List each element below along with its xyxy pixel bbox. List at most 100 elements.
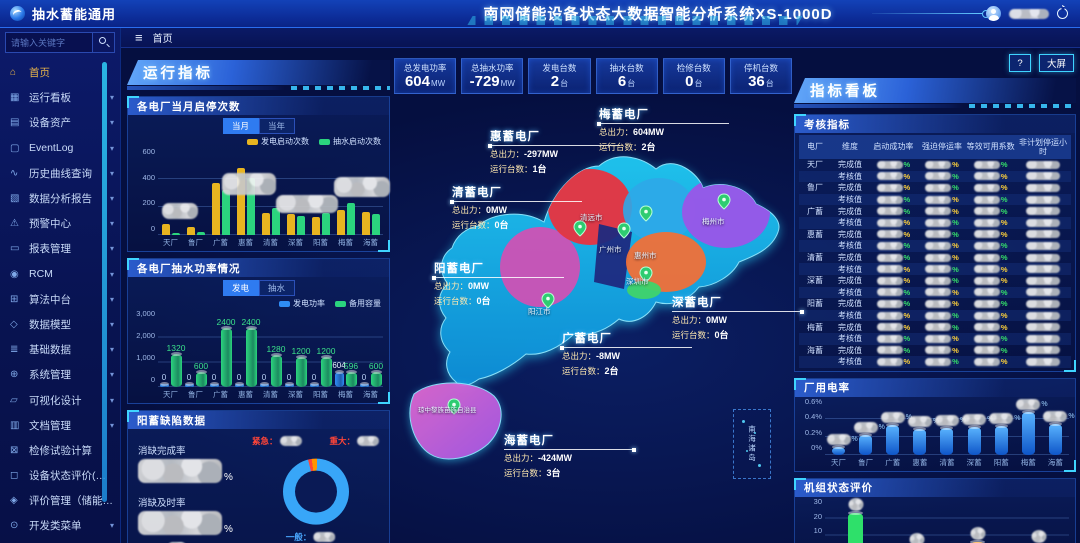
sidebar-item-eventlog[interactable]: ▢ EventLog ▾ [0, 136, 120, 161]
bar-value-redacted [1016, 399, 1041, 411]
category-广蓄 [208, 151, 233, 235]
bar-发电功率: 604 [332, 362, 346, 387]
redacted-value [973, 160, 1000, 169]
redacted-value [876, 311, 903, 320]
callout-dot [560, 345, 564, 350]
sidebar-item-home[interactable]: ⌂ 首页 [0, 60, 120, 85]
chart-tab-抽水[interactable]: 抽水 [258, 280, 295, 296]
kpi-value-redacted [1015, 207, 1071, 216]
bar-value: 604 [332, 361, 346, 371]
kpi-value-redacted [1015, 241, 1071, 250]
legend-item[interactable]: 发电启动次数 [247, 136, 309, 147]
chart-tab-当年[interactable]: 当年 [258, 118, 295, 134]
rate-value: % [138, 511, 250, 535]
x-label: 深蓄 [966, 457, 982, 467]
header-stripes-decoration [467, 16, 803, 25]
x-label: 广蓄 [213, 238, 228, 247]
sidebar-item-run-board[interactable]: ▦ 运行看板 ▾ [0, 85, 120, 110]
plant-name: 阳蓄电厂 [432, 260, 564, 280]
plant-name: 清蓄电厂 [450, 184, 582, 204]
sidebar-item-report-management[interactable]: ▭ 报表管理 ▾ [0, 236, 120, 261]
sidebar-item-alert-center[interactable]: ⚠ 预警中心 ▾ [0, 211, 120, 236]
kpi-value-redacted: % [966, 276, 1015, 285]
tab-home[interactable]: 首页 [152, 34, 173, 45]
search-input[interactable] [6, 33, 92, 52]
bar-备用容量: 1200 [292, 347, 310, 387]
kpi-value-redacted: % [918, 160, 967, 169]
stat-box-1: 总抽水功率 -729MW [461, 58, 524, 94]
kpi-value-redacted [1015, 323, 1071, 332]
panel-title: 考核指标 [795, 115, 1075, 133]
alert-center-icon: ⚠ [10, 218, 19, 230]
menu-collapse-icon[interactable]: ≡ [135, 30, 143, 45]
category-鲁厂: 0 600 [183, 313, 208, 387]
bar-鲁厂: % [853, 422, 885, 455]
categories: 0 1320 0 600 0 2400 0 2400 0 1280 0 1200 0 1200 604 596… [158, 313, 383, 387]
kpi-value-redacted [1015, 183, 1071, 192]
sidebar-item-data-analysis-report[interactable]: ▧ 数据分析报告 ▾ [0, 186, 120, 211]
chart-tab-发电[interactable]: 发电 [222, 280, 259, 296]
sidebar-item-algorithm-platform[interactable]: ⊞ 算法中台 ▾ [0, 287, 120, 312]
kpi-dim: 考核值 [838, 334, 862, 344]
panel-defect-data: 阳蓄缺陷数据 消缺完成率%消缺及时率%紧急：重大：一般：250200150100… [127, 410, 390, 543]
legend-item[interactable]: 抽水启动次数 [319, 136, 381, 147]
redacted-value [925, 323, 952, 332]
bar-正常 [848, 498, 863, 543]
sidebar-item-equipment-status-eval[interactable]: ◻设备状态评价(开发中) [0, 463, 120, 488]
plot-column: %%%%%%%%% [825, 399, 1075, 455]
kpi-row: 考核值%%% [799, 263, 1071, 275]
sidebar-item-visual-design[interactable]: ▱ 可视化设计 ▾ [0, 387, 120, 412]
bar-value: 0 [361, 373, 367, 382]
panel-title: 厂用电率 [795, 378, 1075, 397]
kpi-value-redacted: % [918, 265, 967, 274]
sidebar-item-equipment-assets[interactable]: ▤ 设备资产 ▾ [0, 110, 120, 135]
chart-plot-area: 3,000 2,000 1,000 0 0 1320 0 600 0 2400 0 2400 0 1280… [128, 309, 389, 387]
category-惠蓄: 0 2400 [233, 313, 260, 387]
plot [825, 498, 1069, 543]
sidebar-scrollbar[interactable] [102, 62, 107, 502]
sidebar: ⌂首页 ▦ 运行看板 ▾ ▤ 设备资产 ▾ ▢ EventLog ▾ ∿ 历史曲线查询 ▾ ▧ 数据分析报告… [0, 28, 121, 543]
legend-item[interactable]: 备用容量 [335, 298, 381, 309]
x-label: 梅蓄 [338, 390, 353, 399]
sidebar-item-maintenance-test-calc[interactable]: ⊠ 检修试验计算 [0, 438, 120, 463]
help-button[interactable]: ? [1008, 54, 1031, 72]
chevron-down-icon: ▾ [109, 521, 114, 531]
sidebar-item-history-curve-query[interactable]: ∿ 历史曲线查询 ▾ [0, 161, 120, 186]
kpi-dim: 完成值 [838, 160, 862, 170]
kpi-value-redacted [1015, 265, 1071, 274]
kpi-value-redacted: % [869, 172, 918, 181]
sidebar-item-document-management[interactable]: ▥ 文档管理 ▾ [0, 413, 120, 438]
x-label: 海蓄 [363, 238, 378, 247]
legend-item[interactable]: 发电功率 [279, 298, 325, 309]
plant-name: 广蓄电厂 [560, 330, 692, 350]
sidebar-item-data-model[interactable]: ◇ 数据模型 ▾ [0, 312, 120, 337]
chart-plot-area: 3020100 [795, 497, 1075, 543]
redacted-value [973, 334, 1000, 343]
big-screen-button[interactable]: 大屏 [1038, 54, 1074, 72]
bar-备用容量: 600 [369, 362, 383, 387]
logout-power-icon[interactable] [1057, 8, 1068, 19]
bar-抽水启动次数 [296, 216, 305, 235]
sidebar-item-dev-menu[interactable]: ⊙ 开发类菜单 ▾ [0, 513, 120, 538]
callout-dot [632, 447, 636, 452]
sidebar-item-rcm[interactable]: ◉ RCM ▾ [0, 262, 120, 287]
category-惠蓄: % [906, 401, 939, 455]
callout-dot [800, 309, 804, 314]
kpi-plant: 惠蓄 [807, 229, 823, 239]
sidebar-item-system-management[interactable]: ⊕ 系统管理 ▾ [0, 362, 120, 387]
kpi-value-redacted [1015, 346, 1071, 355]
sidebar-item-base-data[interactable]: ≣ 基础数据 ▾ [0, 337, 120, 362]
bar-抽水启动次数 [371, 214, 380, 235]
user-avatar[interactable] [986, 6, 1001, 21]
chart-tab-当月[interactable]: 当月 [222, 118, 259, 134]
south-sea-islands-label: 南海诸岛 [747, 425, 757, 463]
bar-value-redacted [934, 414, 959, 426]
search-button[interactable] [92, 33, 114, 52]
kpi-value-redacted: % [918, 276, 967, 285]
rate-消缺及时率: 消缺及时率% [138, 495, 250, 535]
kpi-dim: 完成值 [838, 229, 862, 239]
history-curve-query-icon: ∿ [10, 167, 19, 179]
sidebar-item-evaluation-management[interactable]: ◈评价管理（储能站） [0, 488, 120, 513]
app-title: 抽水蓄能通用 [32, 7, 117, 22]
bar-发电功率: 0 [209, 374, 219, 387]
